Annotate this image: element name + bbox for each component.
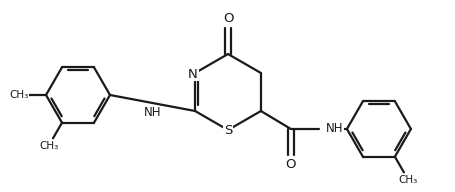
Text: O: O [286, 157, 296, 170]
Text: CH₃: CH₃ [39, 141, 58, 151]
Text: O: O [223, 12, 233, 26]
Text: CH₃: CH₃ [399, 175, 418, 185]
Text: S: S [224, 124, 232, 137]
Text: CH₃: CH₃ [10, 90, 29, 100]
Text: NH: NH [326, 122, 344, 135]
Text: NH: NH [144, 107, 161, 119]
Text: N: N [188, 68, 198, 80]
